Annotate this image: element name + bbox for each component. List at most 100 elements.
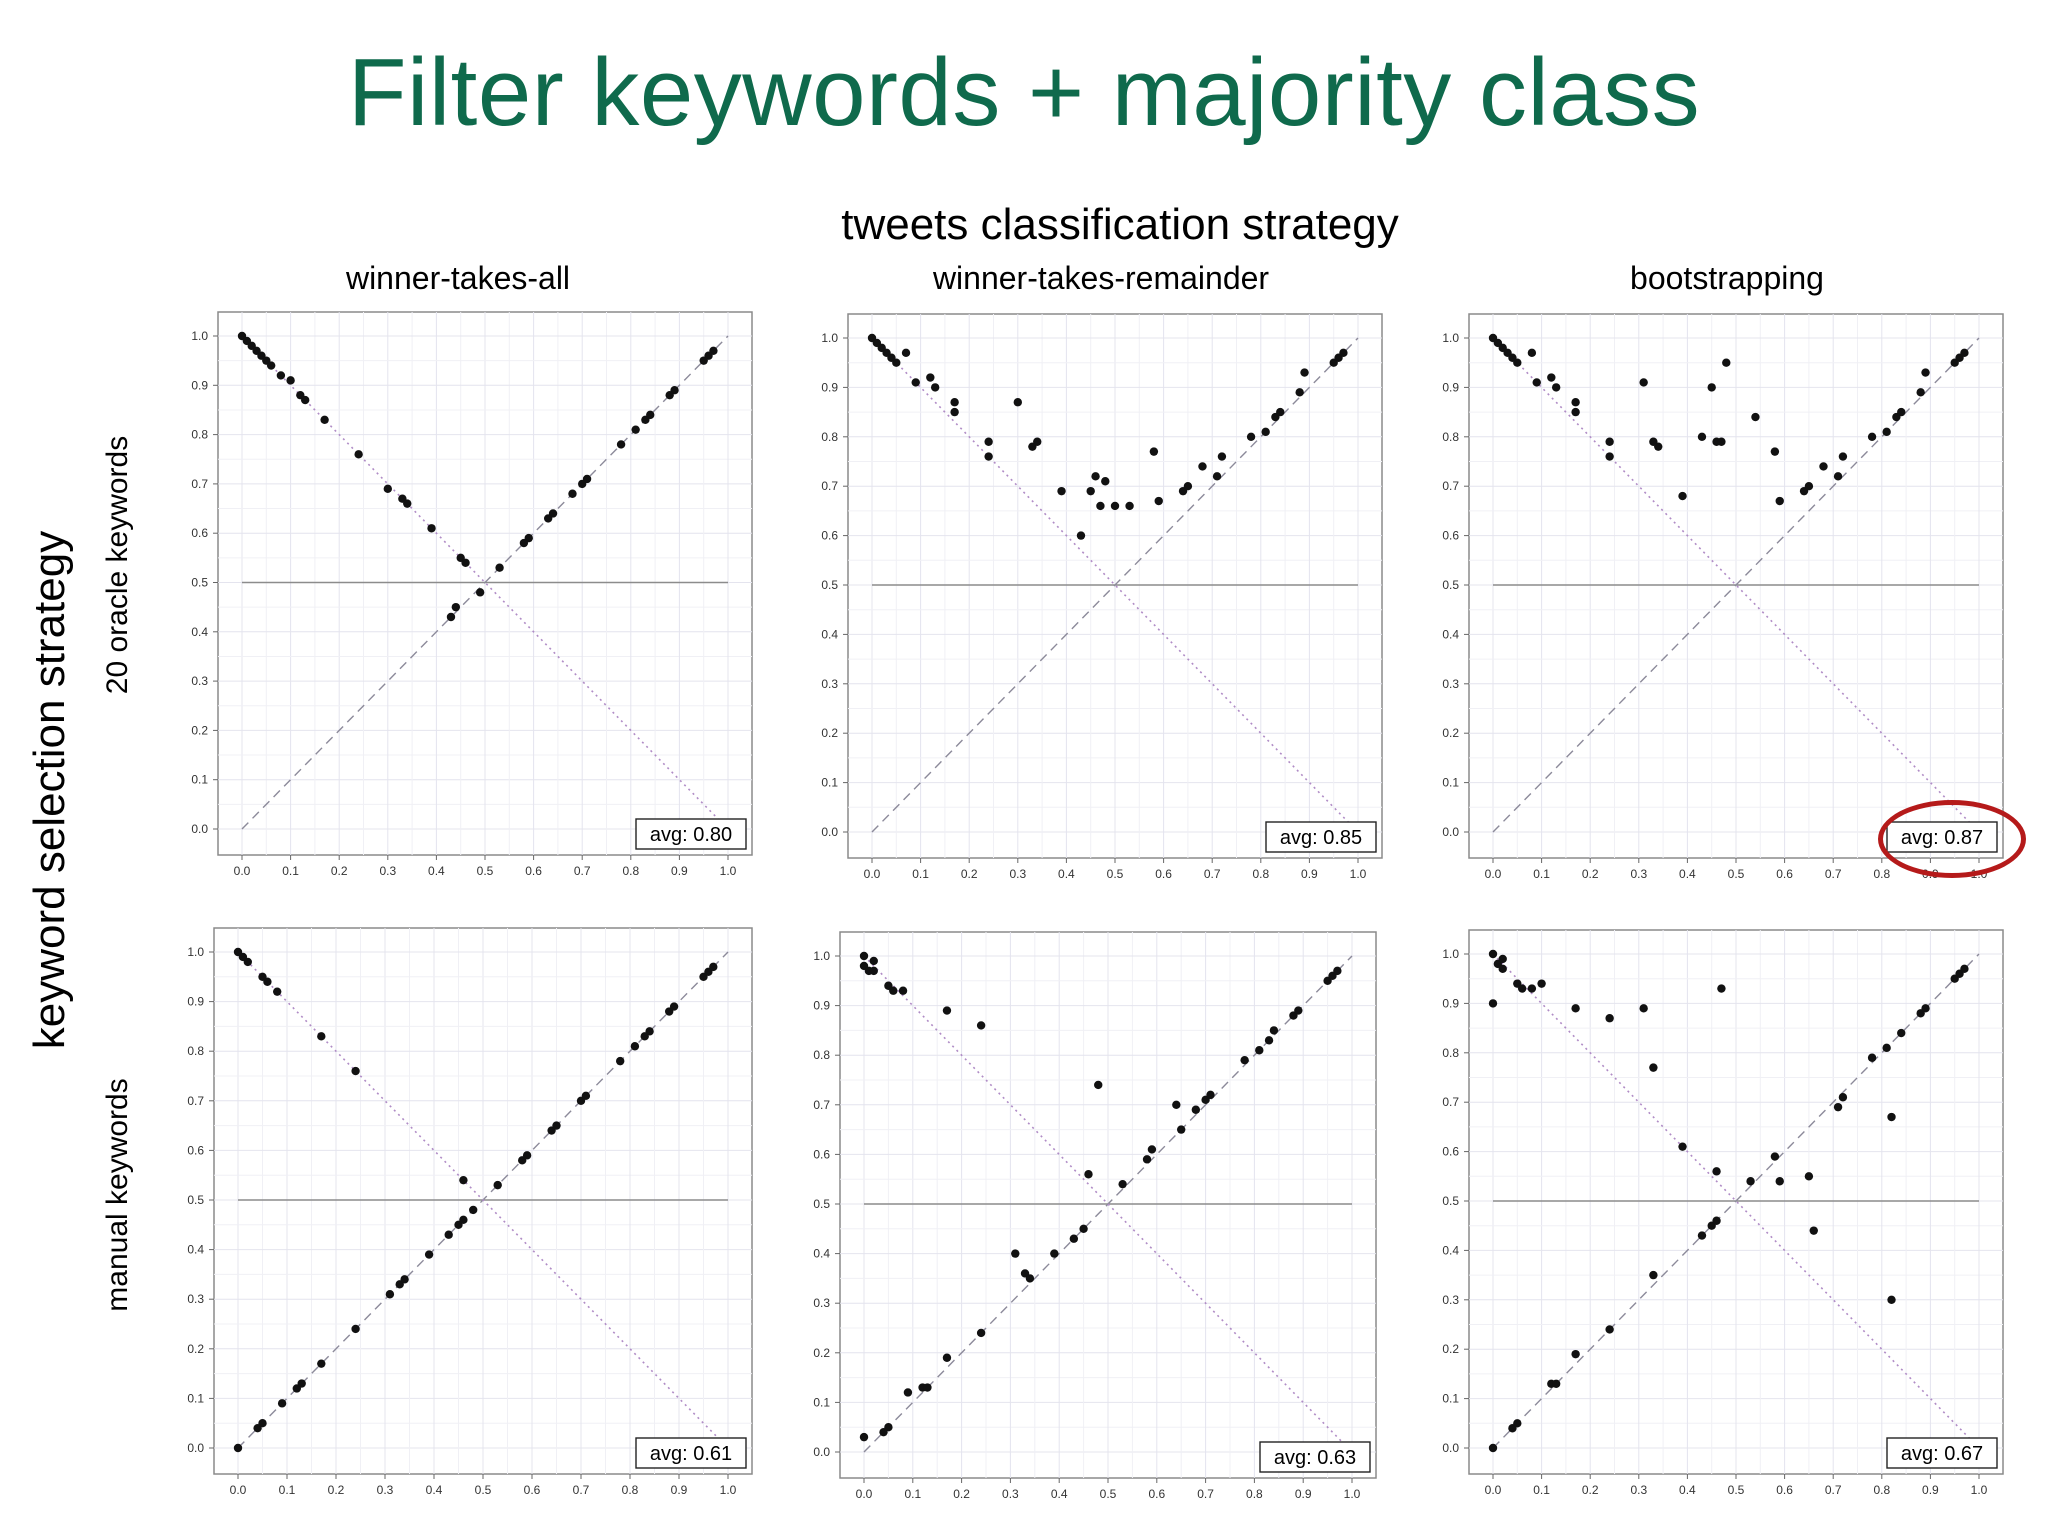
data-point bbox=[1654, 442, 1663, 451]
data-point bbox=[1295, 388, 1304, 397]
data-point bbox=[1887, 1112, 1896, 1122]
x-tick-label: 0.7 bbox=[573, 1483, 590, 1497]
data-point bbox=[1639, 378, 1648, 387]
data-point bbox=[1678, 491, 1687, 501]
data-point bbox=[1838, 452, 1848, 461]
x-tick-label: 0.9 bbox=[671, 1483, 688, 1497]
data-point bbox=[320, 415, 329, 425]
scatter-panel-3: 0.0 0.0 0.1 0.1 0.2 0.2 0.3 0.3 0.4 0.4 0.5 0.5 0.6 0… bbox=[1442, 313, 2004, 881]
data-point bbox=[869, 966, 878, 976]
data-point bbox=[1717, 984, 1726, 993]
x-tick-label: 0.7 bbox=[1204, 867, 1221, 881]
data-point bbox=[669, 1002, 679, 1011]
data-point bbox=[1571, 407, 1580, 417]
data-point bbox=[1605, 1325, 1614, 1334]
data-point bbox=[930, 383, 940, 392]
data-point bbox=[898, 986, 908, 995]
reference-line-anti-diagonal bbox=[863, 955, 1353, 1453]
data-point bbox=[1804, 1172, 1814, 1181]
x-tick-label: 1.0 bbox=[1350, 867, 1367, 881]
data-point bbox=[1897, 1028, 1906, 1038]
data-point bbox=[1605, 1014, 1614, 1023]
reference-line-anti-diagonal bbox=[237, 951, 729, 1449]
column-header-winner-takes-remainder: winner-takes-remainder bbox=[932, 260, 1270, 296]
data-point bbox=[383, 484, 392, 494]
data-point bbox=[459, 1175, 468, 1185]
x-tick-label: 0.3 bbox=[379, 864, 396, 878]
data-point bbox=[581, 1091, 591, 1101]
y-tick-label: 0.4 bbox=[1442, 1243, 1459, 1257]
x-tick-label: 0.0 bbox=[864, 867, 881, 881]
data-point bbox=[1069, 1234, 1079, 1243]
x-tick-label: 1.0 bbox=[720, 864, 737, 878]
data-point bbox=[1770, 1152, 1780, 1161]
scatter-panel-2: 0.0 0.0 0.1 0.1 0.2 0.2 0.3 0.3 0.4 0.4 0.5 0.5 0.6 0… bbox=[821, 313, 1383, 881]
y-tick-label: 0.9 bbox=[191, 378, 208, 392]
data-point bbox=[243, 957, 252, 967]
y-tick-label: 0.7 bbox=[191, 477, 208, 491]
data-point bbox=[469, 1205, 478, 1215]
y-tick-label: 0.6 bbox=[813, 1147, 830, 1161]
data-point bbox=[1770, 447, 1780, 456]
y-tick-label: 0.4 bbox=[191, 625, 208, 639]
data-point bbox=[1125, 501, 1134, 511]
data-point bbox=[1746, 1177, 1755, 1186]
data-point bbox=[1091, 472, 1100, 481]
y-tick-label: 0.2 bbox=[187, 1342, 204, 1356]
avg-label: avg: 0.85 bbox=[1280, 827, 1362, 849]
data-point bbox=[1212, 472, 1222, 481]
data-point bbox=[1833, 472, 1843, 481]
x-tick-label: 0.2 bbox=[328, 1483, 345, 1497]
x-tick-label: 0.8 bbox=[622, 864, 639, 878]
x-tick-label: 0.3 bbox=[1630, 1483, 1647, 1497]
x-tick-label: 0.5 bbox=[1728, 867, 1745, 881]
y-tick-label: 0.8 bbox=[1442, 430, 1459, 444]
avg-box bbox=[1886, 1437, 1998, 1469]
x-tick-label: 0.1 bbox=[904, 1487, 921, 1501]
y-tick-label: 1.0 bbox=[1442, 947, 1459, 961]
avg-box bbox=[1265, 821, 1377, 853]
y-tick-label: 0.9 bbox=[1442, 380, 1459, 394]
x-tick-label: 0.1 bbox=[282, 864, 299, 878]
data-point bbox=[859, 1432, 869, 1442]
x-tick-label: 0.4 bbox=[1679, 1483, 1696, 1497]
data-point bbox=[459, 1215, 468, 1225]
y-tick-label: 0.0 bbox=[813, 1445, 830, 1459]
data-point bbox=[475, 588, 485, 597]
x-tick-label: 0.9 bbox=[671, 864, 688, 878]
x-tick-label: 0.2 bbox=[331, 864, 348, 878]
data-point bbox=[351, 1324, 360, 1334]
data-point bbox=[543, 514, 553, 523]
data-point bbox=[1678, 1142, 1687, 1151]
data-point bbox=[942, 1353, 952, 1362]
data-point bbox=[1571, 1004, 1580, 1013]
data-point bbox=[461, 558, 470, 567]
y-tick-label: 0.2 bbox=[821, 726, 838, 740]
data-point bbox=[263, 977, 272, 986]
y-tick-label: 0.7 bbox=[821, 479, 838, 493]
data-point bbox=[1261, 427, 1270, 437]
data-point bbox=[1838, 1093, 1848, 1102]
data-point bbox=[1571, 398, 1580, 407]
data-point bbox=[1269, 1026, 1279, 1035]
scatter-panel-5: 0.0 0.0 0.1 0.1 0.2 0.2 0.3 0.3 0.4 0.4 0.5 0.5 0.6 0… bbox=[813, 931, 1377, 1501]
data-point bbox=[427, 524, 436, 533]
data-point bbox=[1537, 979, 1546, 988]
data-point bbox=[709, 962, 718, 972]
scatter-panel-1: 0.0 0.0 0.1 0.1 0.2 0.2 0.3 0.3 0.4 0.4 0.5 0.5 0.6 0… bbox=[191, 311, 753, 878]
y-tick-label: 0.7 bbox=[813, 1098, 830, 1112]
x-tick-label: 0.4 bbox=[1058, 867, 1075, 881]
slide-title: Filter keywords + majority class bbox=[347, 39, 1701, 146]
data-point bbox=[942, 1006, 952, 1015]
data-point bbox=[1867, 1053, 1877, 1062]
data-point bbox=[616, 440, 626, 449]
data-point bbox=[699, 356, 708, 365]
data-point bbox=[1110, 501, 1120, 511]
y-tick-label: 0.7 bbox=[1442, 1095, 1459, 1109]
data-point bbox=[1246, 432, 1256, 441]
data-point bbox=[297, 1379, 306, 1388]
data-point bbox=[493, 1180, 502, 1190]
y-tick-label: 0.0 bbox=[187, 1441, 204, 1455]
data-point bbox=[266, 361, 276, 370]
y-tick-label: 0.6 bbox=[1442, 529, 1459, 543]
